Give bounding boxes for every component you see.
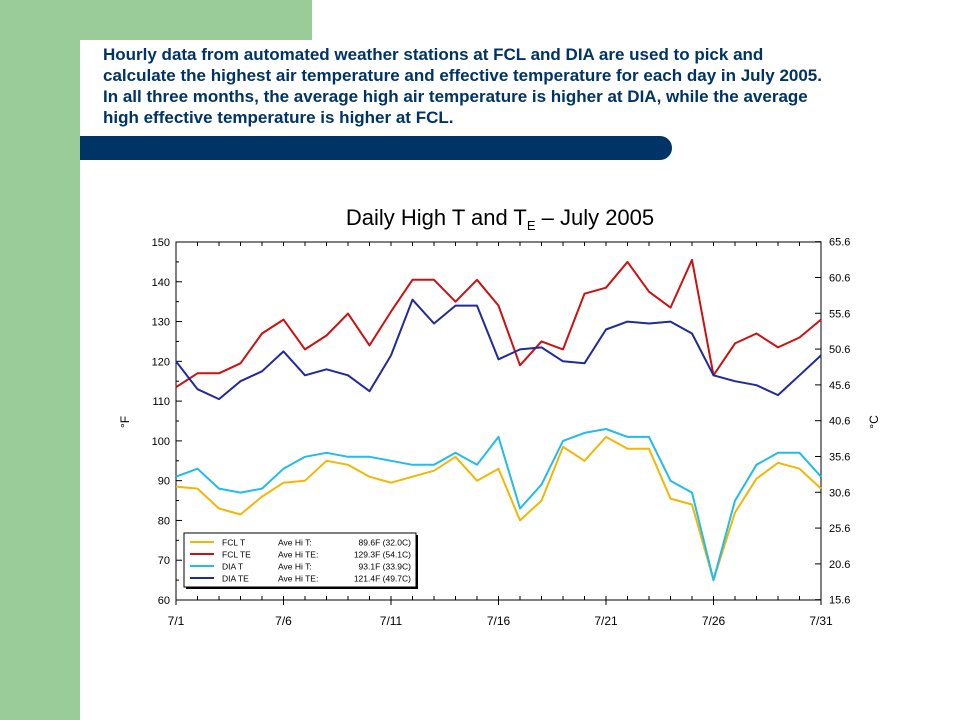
right-y-tick-label: 35.6 [829, 451, 850, 463]
daily-high-temperature-chart: Daily High T and TE – July 2005 60 70 80 90… [118, 205, 881, 628]
right-axis-label: °C [867, 415, 881, 429]
legend-stat-label: Ave Hi T: [278, 562, 312, 572]
chart-legend: FCL T Ave Hi T: 89.6F (32.0C) FCL TE Ave Hi … [183, 532, 418, 589]
legend-series-name: FCL T [222, 538, 245, 548]
legend-average-value: 93.1F (33.9C) [359, 562, 412, 572]
x-tick-label: 7/16 [487, 614, 511, 628]
slide-text-line: In all three months, the average high ai… [103, 87, 808, 106]
legend-average-value: 89.6F (32.0C) [359, 538, 412, 548]
left-y-tick-label: 150 [152, 237, 170, 249]
left-y-tick-label: 130 [152, 317, 170, 329]
left-axis-label: °F [118, 416, 132, 428]
right-y-tick-label: 25.6 [829, 523, 850, 535]
right-y-tick-label: 60.6 [829, 272, 850, 284]
x-tick-label: 7/11 [380, 614, 403, 628]
right-y-tick-label: 50.6 [829, 344, 850, 356]
chart-title-subscript: E [527, 218, 536, 233]
legend-series-name: DIA TE [222, 574, 249, 584]
series-line-dia-t [175, 428, 822, 582]
right-y-tick-label: 15.6 [829, 595, 850, 607]
left-y-tick-label: 80 [158, 515, 170, 527]
left-y-tick-label: 70 [158, 555, 170, 567]
right-y-tick-label: 30.6 [829, 487, 850, 499]
legend-stat-label: Ave Hi TE: [278, 574, 318, 584]
x-tick-label: 7/21 [594, 614, 618, 628]
chart-title: Daily High T and TE – July 2005 [346, 205, 654, 233]
left-y-tick-label: 120 [152, 356, 170, 368]
legend-average-value: 121.4F (49.7C) [354, 574, 411, 584]
right-y-tick-label: 20.6 [829, 559, 850, 571]
right-y-tick-label: 40.6 [829, 416, 850, 428]
chart-title-main: Daily High T and T [346, 205, 527, 230]
legend-stat-label: Ave Hi TE: [278, 550, 318, 560]
slide-text-line: high effective temperature is higher at … [103, 108, 454, 127]
legend-average-value: 129.3F (54.1C) [354, 550, 411, 560]
legend-series-name: DIA T [222, 562, 243, 572]
left-y-tick-label: 110 [152, 396, 170, 408]
chart-title-suffix: – July 2005 [536, 205, 655, 230]
series-line-fcl-te [175, 258, 822, 389]
left-y-tick-label: 140 [152, 277, 170, 289]
slide-text-line: Hourly data from automated weather stati… [103, 45, 764, 64]
x-tick-label: 7/1 [168, 614, 185, 628]
series-line-dia-te [175, 298, 822, 401]
slide-description: Hourly data from automated weather stati… [103, 44, 903, 128]
x-tick-label: 7/26 [702, 614, 726, 628]
left-y-tick-label: 100 [152, 436, 170, 448]
side-accent-bar [0, 0, 80, 720]
right-y-tick-label: 45.6 [829, 380, 850, 392]
right-y-tick-label: 55.6 [829, 308, 850, 320]
left-y-tick-label: 60 [158, 595, 170, 607]
legend-series-name: FCL TE [222, 550, 251, 560]
slide-text-line: calculate the highest air temperature an… [103, 66, 822, 85]
top-accent-block [80, 0, 312, 40]
x-tick-label: 7/6 [275, 614, 292, 628]
title-band [80, 136, 672, 160]
x-tick-label: 7/31 [809, 614, 833, 628]
legend-stat-label: Ave Hi T: [278, 538, 312, 548]
left-y-tick-label: 90 [158, 476, 170, 488]
right-y-tick-label: 65.6 [829, 237, 850, 249]
legend-box [183, 532, 417, 588]
